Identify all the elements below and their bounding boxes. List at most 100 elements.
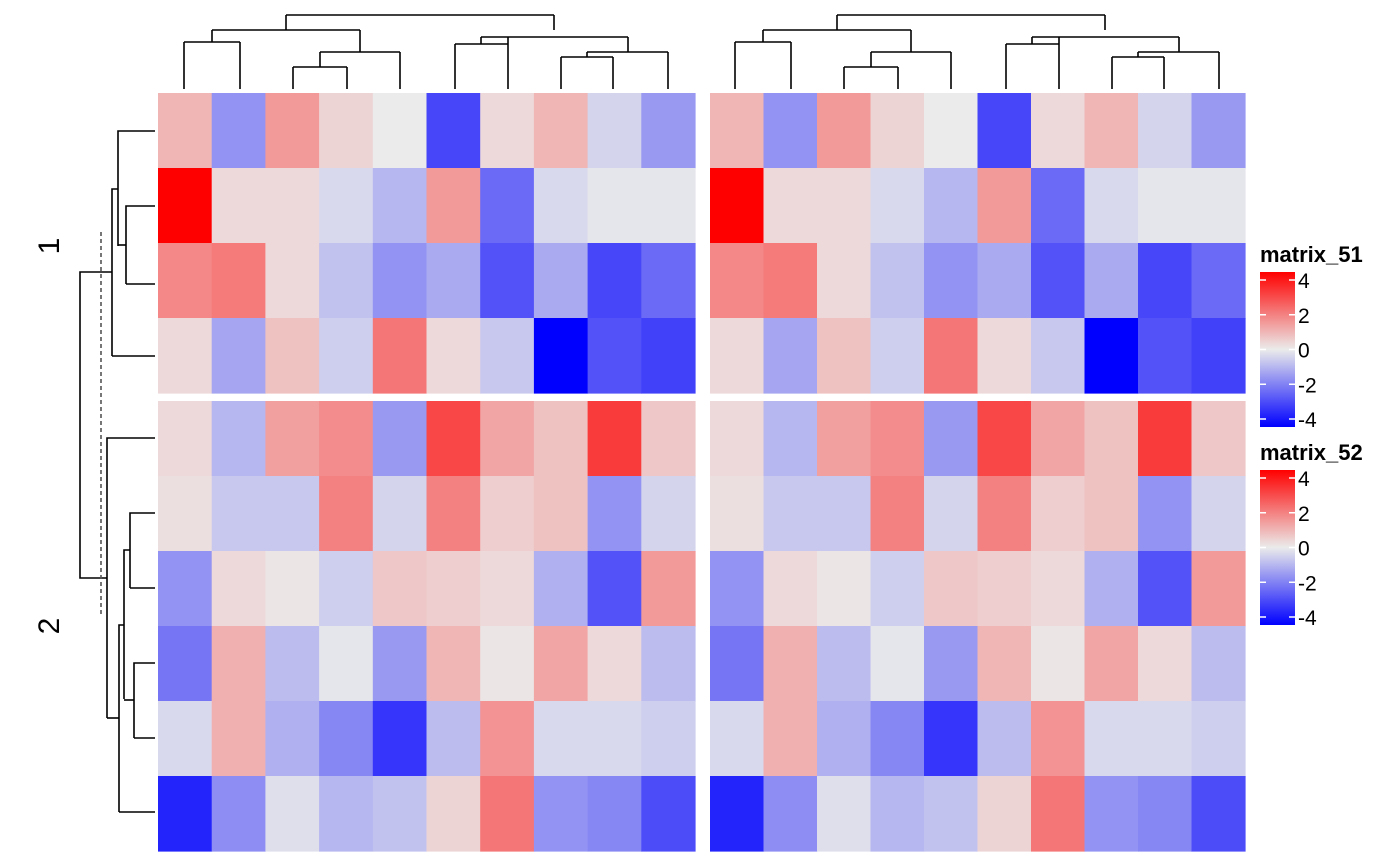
heatmap-cell bbox=[158, 243, 213, 319]
heatmap-cell bbox=[870, 93, 925, 169]
heatmap-cell bbox=[372, 318, 428, 394]
heatmap-cell bbox=[319, 701, 374, 777]
heatmap-cell bbox=[372, 168, 428, 244]
heatmap-cell bbox=[265, 701, 320, 777]
heatmap-cell bbox=[817, 626, 872, 702]
legend-tick-label: -2 bbox=[1298, 374, 1317, 397]
heatmap-cell bbox=[710, 401, 765, 477]
heatmap-cell bbox=[587, 626, 642, 702]
heatmap-cell bbox=[1191, 243, 1246, 319]
heatmap-cell bbox=[480, 243, 535, 319]
heatmap-cell bbox=[533, 318, 589, 394]
heatmap-cell bbox=[977, 551, 1032, 627]
heatmap-cell bbox=[1031, 318, 1086, 394]
heatmap-cell bbox=[211, 243, 266, 319]
heatmap-cell bbox=[1084, 93, 1139, 169]
heatmap-matrix_51 bbox=[158, 93, 696, 852]
legend-tick-label: 4 bbox=[1298, 468, 1310, 491]
heatmap-cell bbox=[533, 168, 589, 244]
heatmap-cell bbox=[1084, 551, 1139, 627]
heatmap-cell bbox=[372, 93, 428, 169]
dendrogram-branch bbox=[79, 271, 112, 579]
heatmap-cell bbox=[641, 243, 696, 319]
heatmap-cell bbox=[710, 168, 765, 244]
heatmap-cell bbox=[211, 168, 266, 244]
heatmap-cell bbox=[710, 626, 765, 702]
heatmap-cell bbox=[1031, 168, 1086, 244]
heatmap-cell bbox=[426, 476, 481, 552]
column-dendrogram-matrix_51 bbox=[183, 14, 669, 89]
heatmap-cell bbox=[1138, 476, 1193, 552]
heatmap-cell bbox=[158, 551, 213, 627]
heatmap-cell bbox=[817, 243, 872, 319]
heatmap-cell bbox=[1031, 626, 1086, 702]
heatmap-cell bbox=[587, 168, 642, 244]
heatmap-cell bbox=[480, 168, 535, 244]
heatmap-cell bbox=[1138, 776, 1193, 852]
heatmap-cell bbox=[1138, 243, 1193, 319]
heatmap-cell bbox=[372, 776, 428, 852]
heatmap-cell bbox=[265, 168, 320, 244]
heatmap-cell bbox=[426, 701, 481, 777]
heatmap-cell bbox=[533, 401, 589, 477]
heatmap-cell bbox=[977, 626, 1032, 702]
heatmap-cell bbox=[158, 168, 213, 244]
heatmap-cell bbox=[1138, 93, 1193, 169]
heatmap-cell bbox=[710, 93, 765, 169]
heatmap-cell bbox=[1084, 243, 1139, 319]
heatmap-cell bbox=[1031, 243, 1086, 319]
heatmap-cell bbox=[641, 401, 696, 477]
heatmap-cell bbox=[817, 551, 872, 627]
heatmap-cell bbox=[587, 318, 642, 394]
heatmap-cell bbox=[924, 401, 979, 477]
heatmap-cell bbox=[763, 318, 818, 394]
heatmap-cell bbox=[426, 93, 481, 169]
heatmap-cell bbox=[1138, 626, 1193, 702]
heatmap-cell bbox=[870, 551, 925, 627]
heatmap-cell bbox=[924, 93, 979, 169]
dendrogram-branch bbox=[129, 512, 155, 588]
heatmap-cell bbox=[1084, 318, 1139, 394]
heatmap-cell bbox=[211, 318, 266, 394]
heatmap-cell bbox=[319, 93, 374, 169]
heatmap-cell bbox=[710, 551, 765, 627]
heatmap-cell bbox=[587, 401, 642, 477]
heatmap-cell bbox=[211, 551, 266, 627]
heatmap-cell bbox=[158, 776, 213, 852]
heatmap-cell bbox=[158, 476, 213, 552]
heatmap-cell bbox=[211, 701, 266, 777]
heatmap-cell bbox=[426, 776, 481, 852]
heatmap-cell bbox=[817, 318, 872, 394]
heatmap-cell bbox=[533, 93, 589, 169]
heatmap-cell bbox=[977, 93, 1032, 169]
heatmap-cell bbox=[480, 626, 535, 702]
heatmap-cell bbox=[763, 776, 818, 852]
heatmap-cell bbox=[426, 168, 481, 244]
heatmap-cell bbox=[870, 476, 925, 552]
heatmap-cell bbox=[1084, 626, 1139, 702]
heatmap-cell bbox=[480, 776, 535, 852]
row-slice-titles: 1 2 bbox=[33, 238, 66, 635]
heatmap-cell bbox=[480, 401, 535, 477]
heatmap-cell bbox=[1191, 551, 1246, 627]
heatmap-cell bbox=[1031, 93, 1086, 169]
heatmap-cell bbox=[817, 476, 872, 552]
heatmap-cell bbox=[763, 626, 818, 702]
legend-tick-label: 0 bbox=[1298, 340, 1310, 363]
heatmap-cell bbox=[1031, 476, 1086, 552]
heatmap-cell bbox=[977, 318, 1032, 394]
heatmap-cell bbox=[924, 701, 979, 777]
heatmap-cell bbox=[265, 401, 320, 477]
heatmap-cell bbox=[1031, 701, 1086, 777]
heatmap-cell bbox=[211, 401, 266, 477]
heatmap-cell bbox=[977, 401, 1032, 477]
column-dendrograms bbox=[183, 14, 1220, 89]
heatmap-cell bbox=[265, 93, 320, 169]
heatmap-cell bbox=[533, 243, 589, 319]
heatmap-cell bbox=[641, 551, 696, 627]
heatmap-cell bbox=[641, 168, 696, 244]
heatmap-cell bbox=[924, 476, 979, 552]
heatmap-cell bbox=[587, 551, 642, 627]
heatmap-cell bbox=[265, 551, 320, 627]
dendrogram-branch bbox=[125, 205, 155, 284]
